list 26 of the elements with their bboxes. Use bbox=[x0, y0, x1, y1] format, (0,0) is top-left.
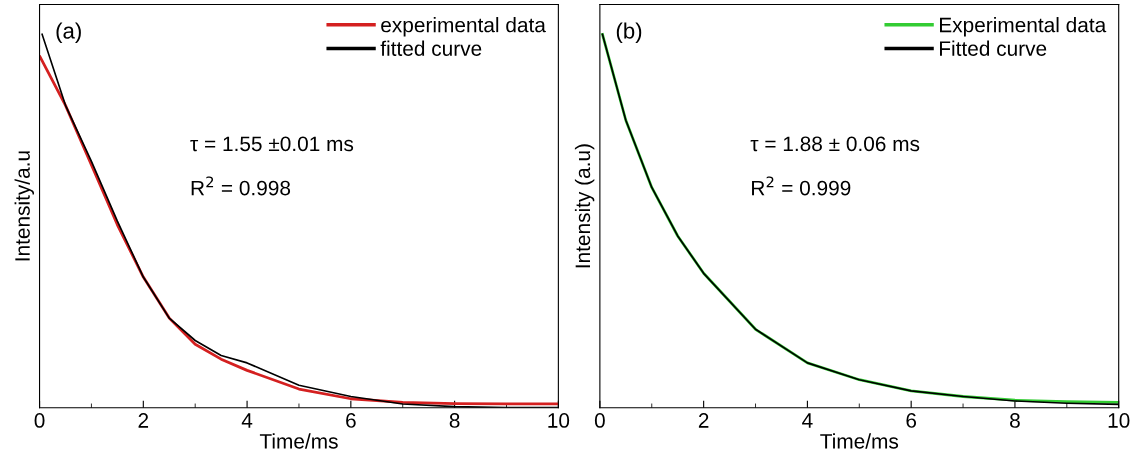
x-tick-label: 6 bbox=[346, 413, 356, 428]
annotation: R$^{2}$ = 0.998 bbox=[191, 176, 291, 196]
y-axis-title: Intensity (a.u) bbox=[574, 144, 595, 268]
legend-label: Fitted curve bbox=[940, 40, 1047, 56]
annotation: R$^{2}$ = 0.999 bbox=[752, 176, 851, 196]
y-axis-title: Intensity/a.u bbox=[14, 151, 34, 261]
annotation: (b) bbox=[616, 22, 642, 44]
x-tick-label: 10 bbox=[1108, 413, 1130, 428]
x-axis-title: Time/ms bbox=[259, 433, 338, 449]
annotation: τ = 1.88 ± 0.06 ms bbox=[750, 136, 920, 152]
x-tick-label: 8 bbox=[449, 413, 460, 428]
legend-label: Experimental data bbox=[940, 17, 1107, 37]
x-tick-label: 2 bbox=[698, 413, 709, 428]
x-tick-label: 4 bbox=[241, 413, 253, 428]
x-tick-label: 10 bbox=[548, 413, 570, 428]
x-axis-title: Time/ms bbox=[820, 433, 899, 449]
x-tick-label: 0 bbox=[34, 413, 45, 428]
x-tick-label: 4 bbox=[802, 413, 813, 428]
x-tick-label: 0 bbox=[594, 413, 605, 428]
legend-label: experimental data bbox=[381, 17, 546, 37]
x-tick-label: 8 bbox=[1010, 413, 1020, 428]
legend-label: fitted curve bbox=[380, 40, 482, 56]
x-tick-label: 6 bbox=[906, 413, 917, 428]
x-tick-label: 2 bbox=[138, 413, 149, 428]
annotation: τ = 1.55 ±0.01 ms bbox=[190, 136, 354, 152]
annotation: (a) bbox=[56, 22, 81, 44]
